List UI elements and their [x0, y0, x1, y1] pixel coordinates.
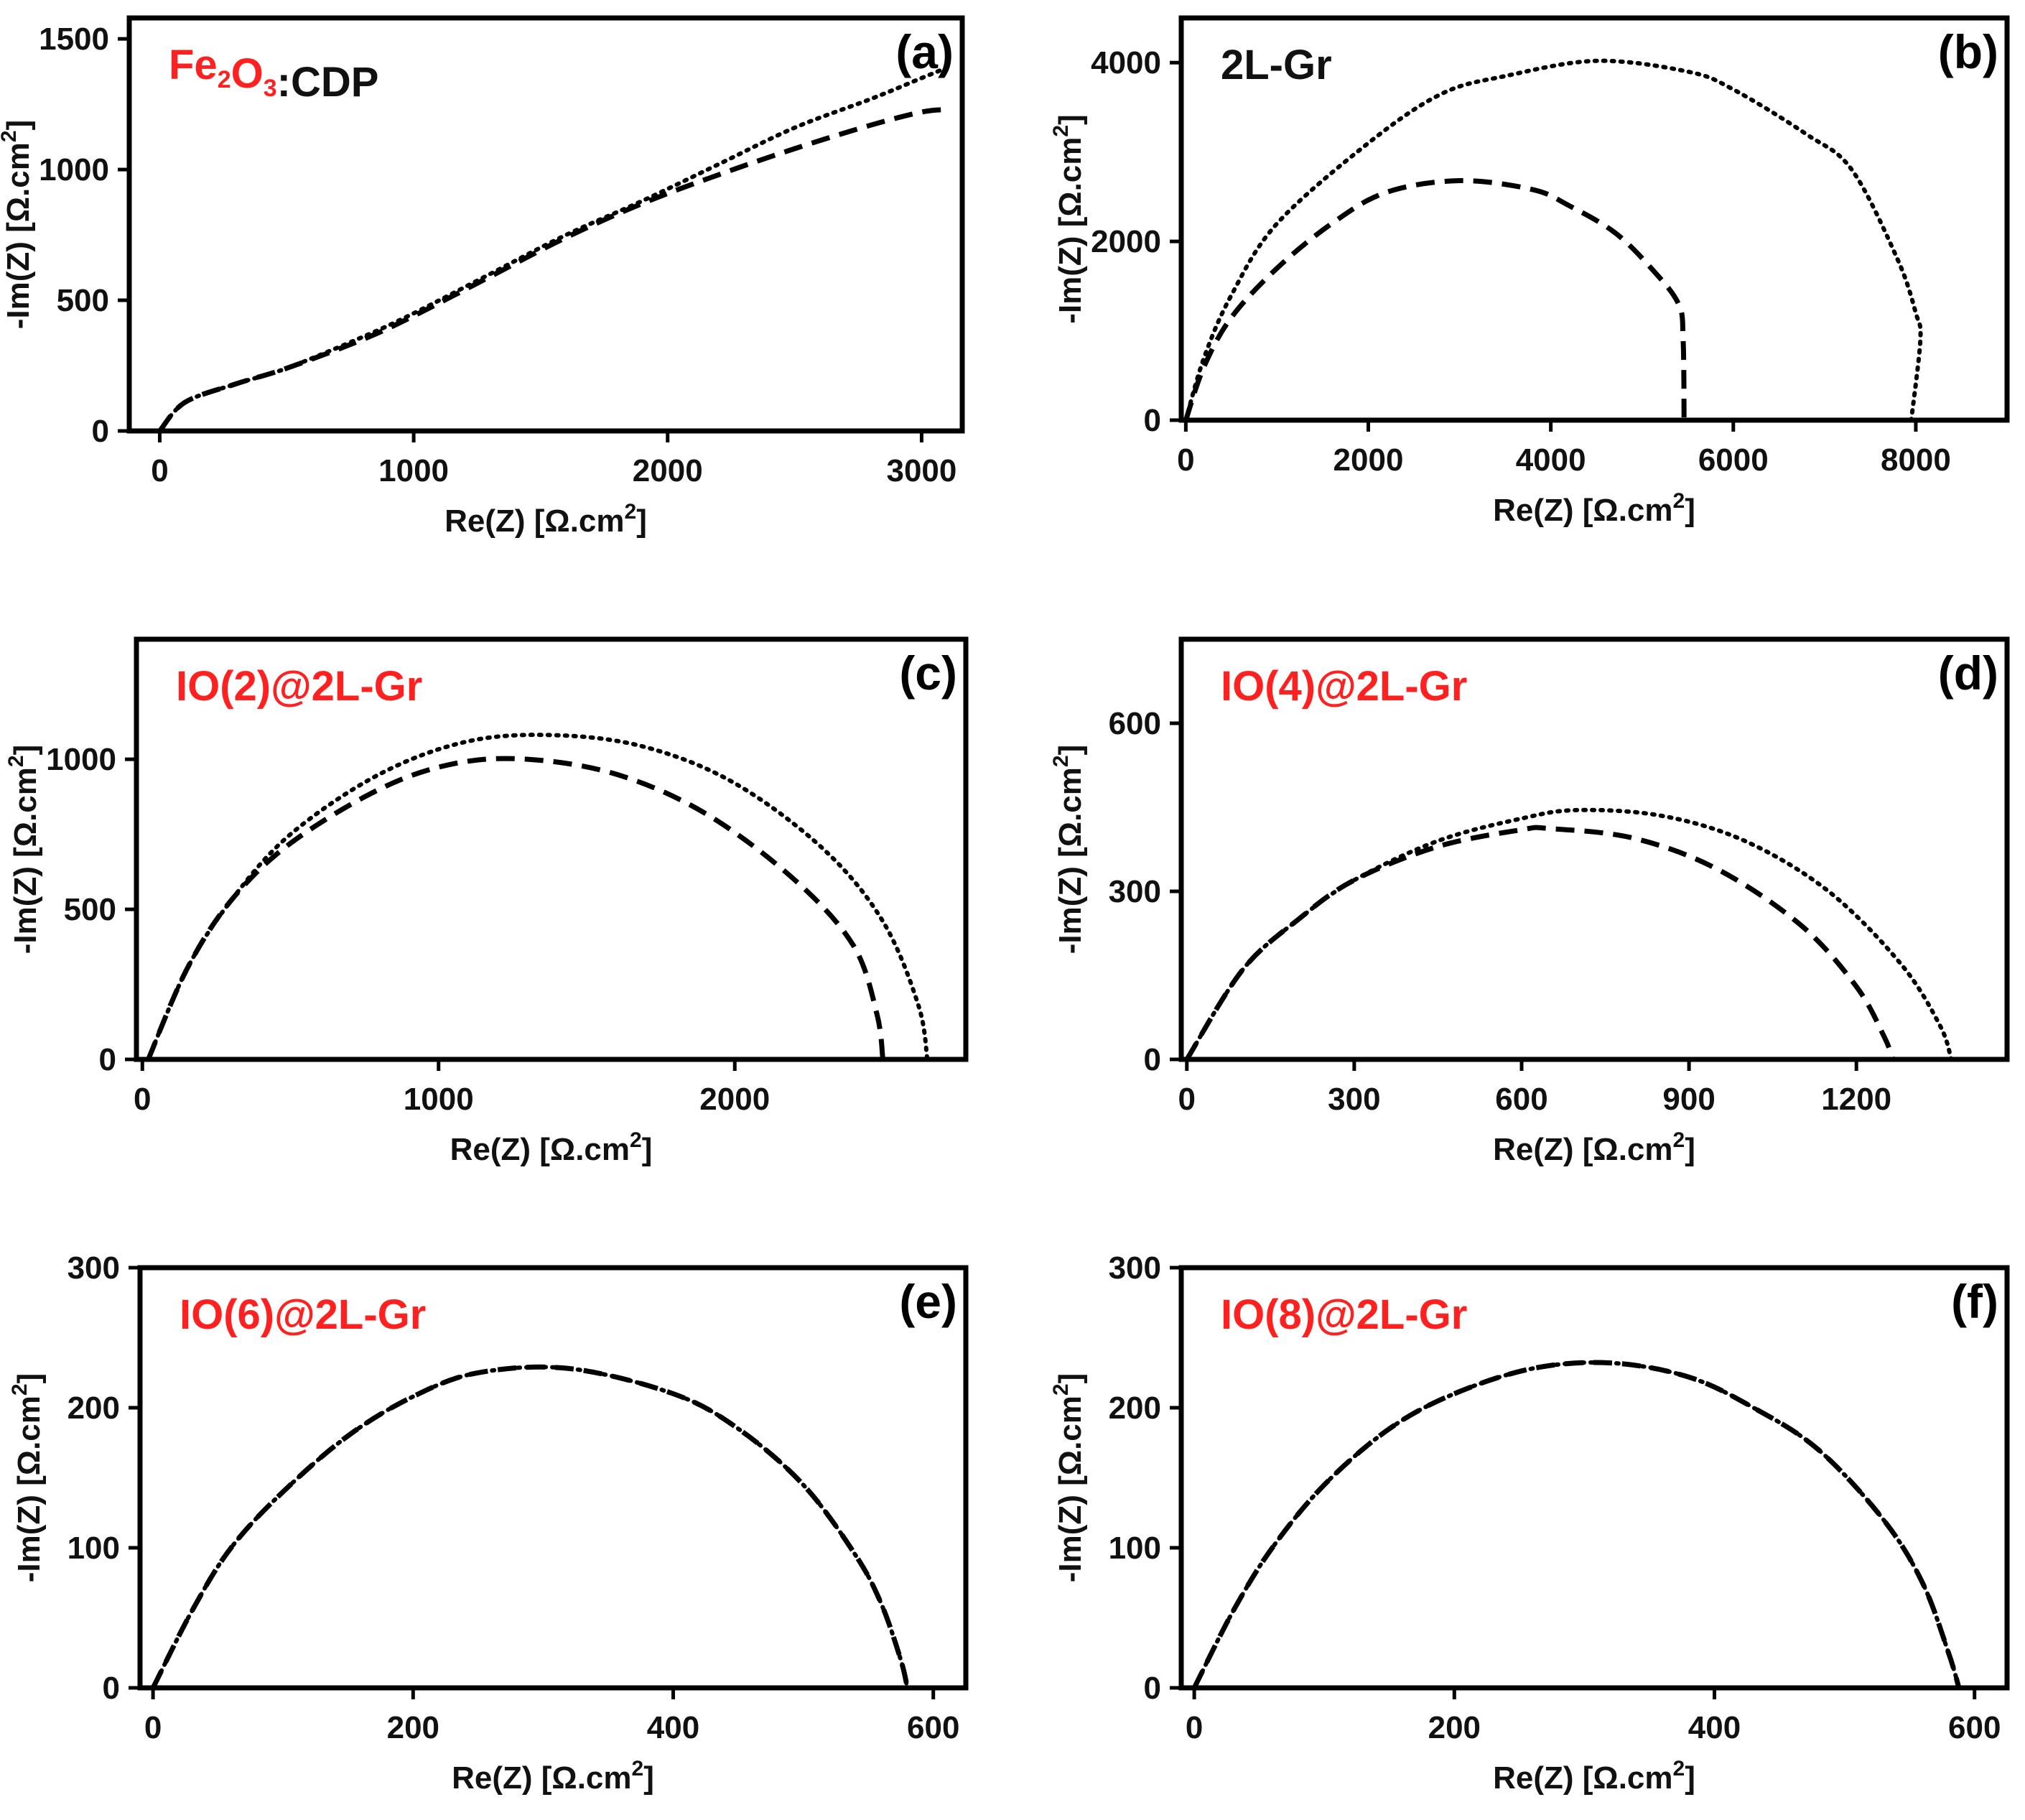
panel-e-y-axis-label: -Im(Z) [Ω.cm2] [8, 1373, 47, 1583]
panel-c-x-tick-label: 2000 [699, 1082, 770, 1117]
panel-b-series-dotted [1183, 58, 1923, 422]
panel-e-tag: (e) [899, 1275, 957, 1328]
panel-e-series-dotted [151, 1365, 910, 1690]
panel-a-y-tick-label: 500 [57, 283, 109, 318]
panel-e-y-tick-label: 100 [68, 1531, 120, 1566]
panel-f-x-tick-label: 200 [1428, 1710, 1481, 1745]
panel-f-x-tick-label: 400 [1688, 1710, 1741, 1745]
panel-f-y-axis-label: -Im(Z) [Ω.cm2] [1049, 1373, 1088, 1583]
panel-c-y-tick-label: 500 [64, 892, 116, 927]
panel-a-y-tick-label: 1000 [39, 152, 109, 187]
panel-b-tag: (b) [1938, 25, 1998, 78]
panel-d-series-dotted [1184, 807, 1954, 1062]
panel-e-x-tick-label: 0 [144, 1710, 162, 1745]
panel-d-x-tick-label: 300 [1328, 1082, 1380, 1117]
panel-d-y-tick-label: 0 [1144, 1042, 1161, 1077]
panel-f: 0 200 400 600 0 100 200 300 Re(Z) [Ω.cm2] -Im(Z) … [1049, 1250, 2010, 1796]
panel-e-y-tick-label: 200 [68, 1390, 120, 1426]
panel-e-series-dashed [150, 1364, 910, 1689]
panel-c-x-axis-label: Re(Z) [Ω.cm2] [450, 1128, 653, 1167]
panel-c-y-axis-label: -Im(Z) [Ω.cm2] [4, 745, 43, 955]
panel-c-x-tick-label: 0 [134, 1082, 151, 1117]
panel-a: 0 1000 2000 3000 0 500 1000 1500 Re(Z) [Ω.cm2] -I… [0, 15, 965, 539]
panel-f-y-tick-label: 200 [1109, 1390, 1161, 1426]
panel-f-x-axis-label: Re(Z) [Ω.cm2] [1493, 1757, 1695, 1796]
panel-a-y-axis-label: -Im(Z) [Ω.cm2] [0, 120, 36, 330]
panel-e-y-tick-label: 0 [103, 1671, 120, 1706]
panel-d-x-tick-label: 600 [1495, 1082, 1547, 1117]
panel-b-x-tick-label: 4000 [1516, 442, 1586, 478]
panel-f-plot-frame [1178, 1265, 2010, 1691]
panel-f-series-dashed [1191, 1360, 1962, 1689]
panel-f-series-dotted [1192, 1360, 1961, 1690]
panel-c-tag: (c) [899, 646, 957, 700]
panel-d-y-axis-label: -Im(Z) [Ω.cm2] [1049, 745, 1088, 955]
panel-a-x-tick-label: 3000 [886, 453, 956, 488]
panel-a-x-tick-label: 2000 [633, 453, 703, 488]
panel-a-x-axis-label: Re(Z) [Ω.cm2] [444, 500, 647, 539]
panel-f-sample-label: IO(8)@2L-Gr [1221, 1291, 1467, 1338]
panel-d-x-tick-label: 1200 [1821, 1082, 1891, 1117]
panel-e-x-tick-label: 200 [387, 1710, 439, 1745]
panel-f-y-tick-label: 0 [1144, 1671, 1161, 1706]
panel-a-plot-frame [126, 15, 965, 434]
panel-b-y-tick-label: 2000 [1091, 224, 1161, 259]
panel-f-y-tick-label: 100 [1109, 1531, 1161, 1566]
panel-b-x-tick-label: 2000 [1333, 442, 1404, 478]
panel-b-x-tick-label: 0 [1177, 442, 1194, 478]
panel-d-series-dashed [1184, 825, 1896, 1061]
panel-b-x-tick-label: 8000 [1881, 442, 1951, 478]
panel-c-series-dashed [146, 756, 885, 1061]
panel-b: 0 2000 4000 6000 8000 0 2000 4000 Re(Z) [Ω.cm2] -… [1049, 15, 2010, 528]
panel-e-x-axis-label: Re(Z) [Ω.cm2] [452, 1757, 654, 1796]
panel-b-sample-label: 2L-Gr [1221, 42, 1332, 88]
panel-e: 0 200 400 600 0 100 200 300 Re(Z) [Ω.cm2] -Im(Z) … [8, 1250, 969, 1796]
panel-b-plot-frame [1178, 15, 2010, 423]
panel-e-x-tick-label: 600 [907, 1710, 959, 1745]
panel-e-x-tick-label: 400 [647, 1710, 699, 1745]
panel-e-y-tick-label: 300 [68, 1250, 120, 1286]
panel-d-x-axis-label: Re(Z) [Ω.cm2] [1493, 1128, 1695, 1167]
panel-b-series-dashed [1183, 177, 1687, 422]
panel-a-tag: (a) [895, 25, 954, 78]
panel-d-tag: (d) [1938, 646, 1998, 700]
panel-a-y-tick-label: 1500 [39, 22, 109, 57]
panel-b-x-axis-label: Re(Z) [Ω.cm2] [1493, 489, 1695, 528]
panel-c-x-tick-label: 1000 [404, 1082, 474, 1117]
panel-d-plot-frame [1178, 636, 2010, 1062]
panel-e-sample-label: IO(6)@2L-Gr [180, 1291, 426, 1338]
panel-b-y-axis-label: -Im(Z) [Ω.cm2] [1049, 114, 1088, 324]
panel-b-x-tick-label: 6000 [1698, 442, 1769, 478]
panel-a-series-dotted [157, 65, 949, 433]
panel-f-x-tick-label: 600 [1948, 1710, 2001, 1745]
panel-a-y-tick-label: 0 [92, 414, 109, 449]
panel-c: 0 1000 2000 0 500 1000 Re(Z) [Ω.cm2] -Im(Z) [Ω.… [4, 636, 969, 1167]
panel-d-y-tick-label: 300 [1109, 874, 1161, 909]
panel-b-y-tick-label: 4000 [1091, 45, 1161, 80]
panel-e-plot-frame [137, 1265, 969, 1691]
panel-c-y-tick-label: 0 [99, 1042, 116, 1077]
panel-b-y-tick-label: 0 [1144, 403, 1161, 438]
panel-a-series-dashed [157, 106, 948, 433]
panel-a-sample-label: Fe2O3:CDP [169, 42, 378, 106]
panel-d-x-tick-label: 900 [1662, 1082, 1715, 1117]
panel-c-plot-frame [134, 636, 969, 1062]
panel-d: 0 300 600 900 1200 0 300 600 Re(Z) [Ω.cm2] -Im(Z)… [1049, 636, 2010, 1167]
panel-f-x-tick-label: 0 [1186, 1710, 1203, 1745]
panel-d-x-tick-label: 0 [1178, 1082, 1196, 1117]
panel-c-y-tick-label: 1000 [46, 742, 116, 777]
panel-d-y-tick-label: 600 [1109, 706, 1161, 741]
panel-f-y-tick-label: 300 [1109, 1250, 1161, 1286]
panel-d-sample-label: IO(4)@2L-Gr [1221, 663, 1467, 710]
panel-c-sample-label: IO(2)@2L-Gr [176, 663, 422, 710]
panel-a-x-tick-label: 0 [151, 453, 168, 488]
panel-f-tag: (f) [1951, 1275, 1998, 1328]
panel-a-x-tick-label: 1000 [378, 453, 449, 488]
